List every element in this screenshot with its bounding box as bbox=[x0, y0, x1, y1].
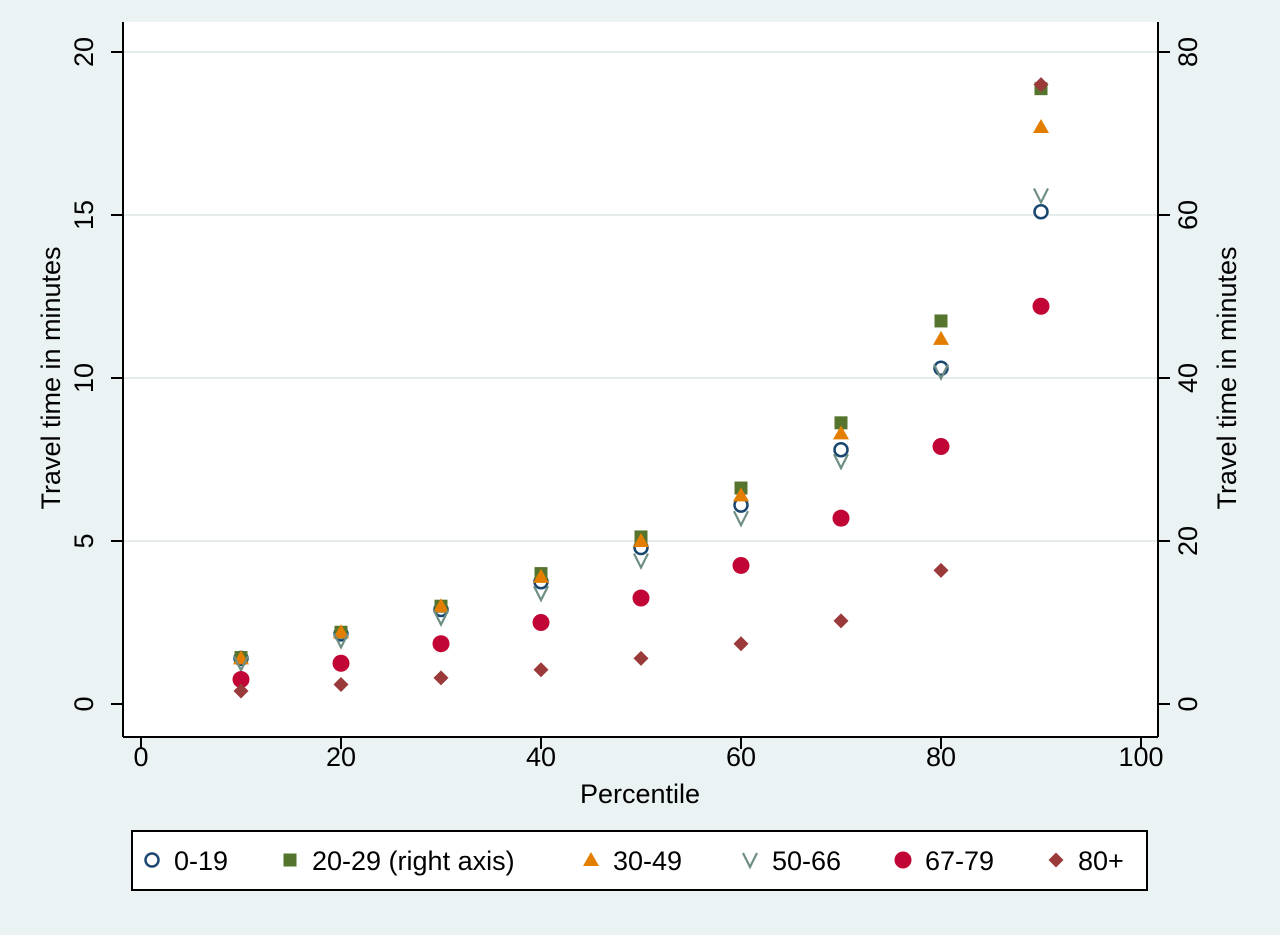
point-series-3 bbox=[733, 510, 749, 528]
right-y-tick-label: 80 bbox=[1173, 37, 1203, 67]
data-points bbox=[232, 77, 1050, 699]
right-y-tick-label: 40 bbox=[1173, 363, 1203, 393]
left-y-tick-label: 15 bbox=[69, 200, 99, 230]
point-series-2 bbox=[833, 425, 849, 440]
axes: 0 5 10 15 20 0 20 40 60 80 0 20 40 60 80 100 bbox=[69, 22, 1203, 772]
legend-label-5: 80+ bbox=[1078, 846, 1124, 876]
point-series-3 bbox=[433, 610, 449, 628]
point-series-3 bbox=[633, 553, 649, 571]
point-series-3 bbox=[833, 453, 849, 471]
point-series-5 bbox=[733, 636, 749, 652]
legend-label-1: 20-29 (right axis) bbox=[312, 846, 515, 876]
left-y-axis-label: Travel time in minutes bbox=[36, 246, 66, 509]
point-series-4 bbox=[432, 635, 450, 653]
point-series-5 bbox=[1033, 77, 1049, 93]
legend-marker-3 bbox=[742, 852, 758, 870]
legend-label-3: 50-66 bbox=[772, 846, 841, 876]
point-series-2 bbox=[633, 533, 649, 547]
point-series-3 bbox=[333, 632, 349, 650]
right-y-tick-label: 60 bbox=[1173, 200, 1203, 230]
right-y-tick-label: 20 bbox=[1173, 526, 1203, 556]
left-y-tick-label: 0 bbox=[69, 696, 99, 711]
x-tick-label: 20 bbox=[326, 742, 356, 772]
point-series-2 bbox=[1033, 118, 1049, 133]
point-series-4 bbox=[832, 509, 850, 527]
x-axis-label: Percentile bbox=[580, 779, 700, 809]
point-series-2 bbox=[533, 568, 549, 583]
point-series-5 bbox=[433, 670, 449, 686]
left-y-tick-label: 10 bbox=[69, 363, 99, 393]
point-series-5 bbox=[233, 683, 249, 699]
point-series-1 bbox=[834, 416, 848, 430]
point-series-5 bbox=[833, 613, 849, 629]
right-y-axis-label: Travel time in minutes bbox=[1212, 246, 1242, 509]
point-series-3 bbox=[533, 585, 549, 603]
point-series-4 bbox=[632, 589, 650, 607]
gridlines bbox=[123, 51, 1158, 542]
point-series-3 bbox=[233, 655, 249, 673]
point-series-4 bbox=[532, 614, 550, 631]
x-tick-label: 80 bbox=[926, 742, 956, 772]
x-tick-label: 0 bbox=[133, 742, 148, 772]
legend-marker-0 bbox=[144, 852, 160, 868]
point-series-4 bbox=[932, 437, 950, 455]
point-series-4 bbox=[732, 556, 750, 574]
point-series-3 bbox=[1033, 187, 1049, 205]
point-series-3 bbox=[933, 363, 949, 381]
legend-marker-1 bbox=[283, 853, 297, 867]
point-series-5 bbox=[533, 662, 549, 678]
x-tick-label: 60 bbox=[726, 742, 756, 772]
point-series-5 bbox=[933, 562, 949, 578]
legend-label-4: 67-79 bbox=[925, 846, 994, 876]
point-series-2 bbox=[733, 487, 749, 502]
point-series-4 bbox=[332, 654, 350, 672]
legend-label-2: 30-49 bbox=[613, 846, 682, 876]
point-series-0 bbox=[833, 441, 849, 458]
legend-marker-4 bbox=[894, 851, 912, 869]
right-y-tick-label: 0 bbox=[1173, 696, 1203, 711]
legend-label-0: 0-19 bbox=[174, 846, 228, 876]
point-series-1 bbox=[934, 314, 948, 328]
x-tick-label: 40 bbox=[526, 742, 556, 772]
legend-marker-5 bbox=[1048, 852, 1064, 868]
point-series-4 bbox=[1032, 297, 1050, 315]
x-tick-label: 100 bbox=[1118, 742, 1163, 772]
point-series-5 bbox=[633, 650, 649, 666]
left-y-tick-label: 20 bbox=[69, 37, 99, 67]
plot-area bbox=[123, 22, 1158, 737]
legend-entries: 0-19 20-29 (right axis) 30-49 50-66 67-79 80+ bbox=[144, 846, 1124, 876]
left-y-tick-label: 5 bbox=[69, 533, 99, 548]
point-series-5 bbox=[333, 676, 349, 692]
point-series-4 bbox=[232, 671, 250, 689]
legend-marker-2 bbox=[583, 852, 599, 866]
point-series-2 bbox=[433, 598, 449, 613]
legend bbox=[131, 830, 1148, 891]
point-series-0 bbox=[1033, 203, 1049, 220]
point-series-2 bbox=[333, 624, 349, 639]
point-series-2 bbox=[933, 330, 949, 345]
